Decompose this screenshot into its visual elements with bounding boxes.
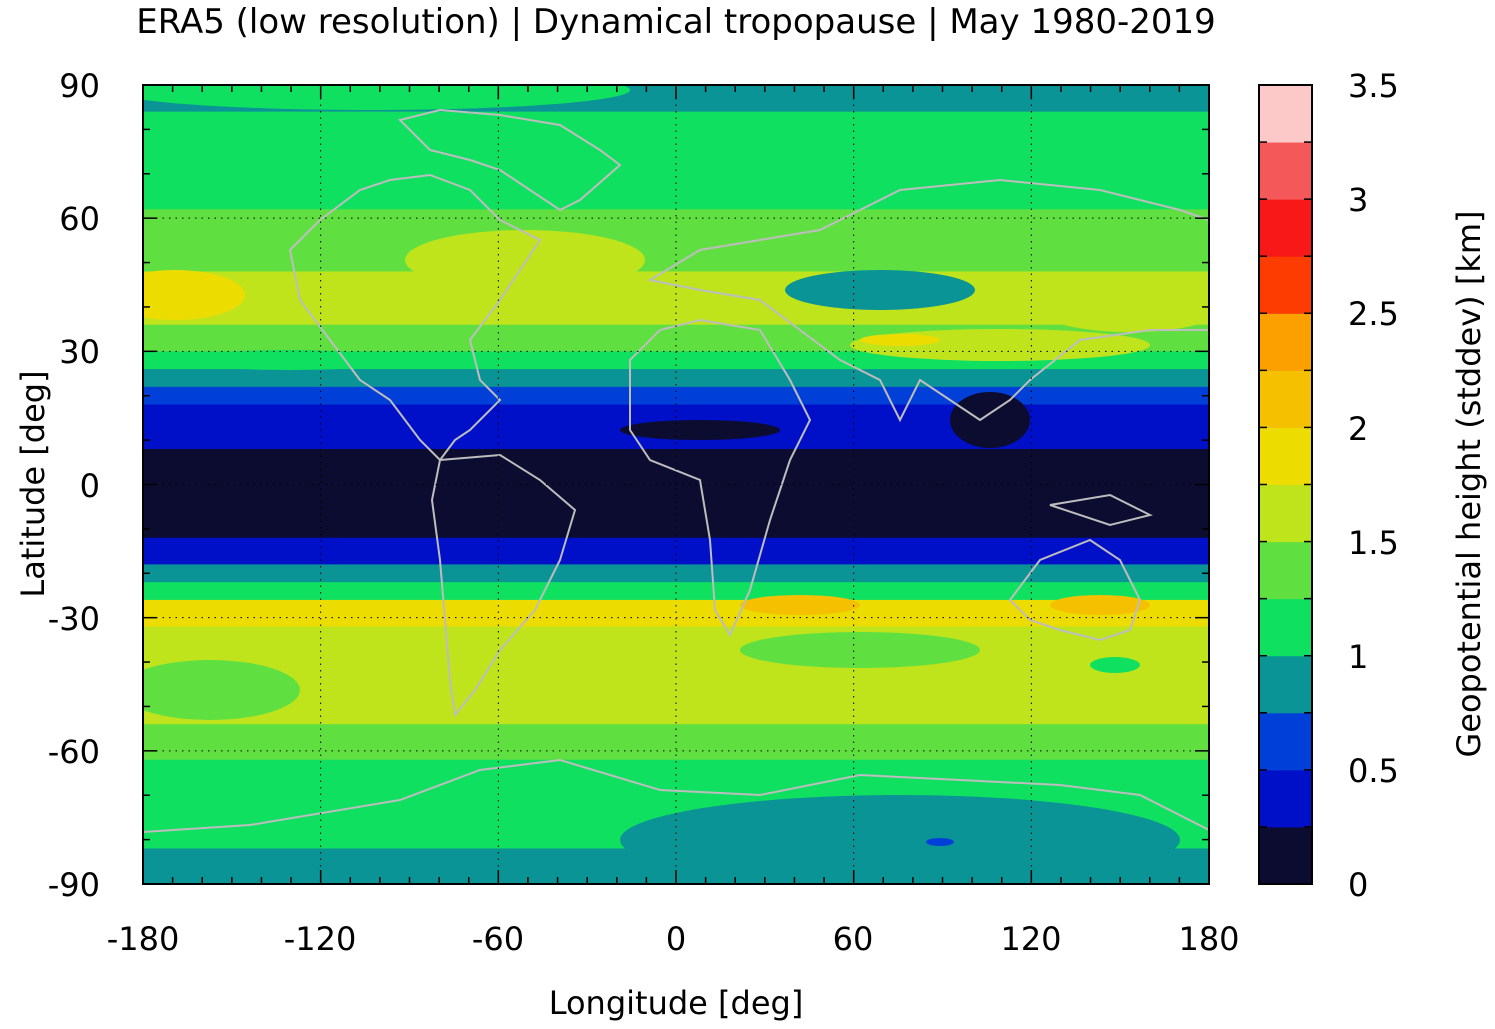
latitude-band — [143, 582, 1209, 601]
axis-ticks — [142, 84, 1210, 885]
latitude-band — [143, 209, 1209, 272]
bay-of-bengal-minimum — [950, 392, 1030, 448]
colorbar-cell — [1259, 142, 1312, 200]
sahel-minimum — [620, 420, 780, 440]
y-tick-label: -90 — [48, 866, 100, 904]
colorbar-ticks — [1259, 84, 1312, 885]
tibet-maximum — [860, 334, 940, 346]
colorbar-cell — [1259, 256, 1312, 314]
chart-title: ERA5 (low resolution) | Dynamical tropop… — [136, 2, 1216, 42]
y-tick-label: -60 — [48, 733, 100, 771]
north-west-pacific-jet — [1040, 288, 1209, 332]
x-tick-label: 120 — [1000, 920, 1061, 958]
colorbar-cell — [1259, 655, 1312, 714]
colorbar-cell — [1259, 370, 1312, 428]
colorbar: 0 0.5 1 1.5 2 2.5 3 3.5 Geopotential hei… — [1258, 67, 1488, 904]
y-tick-label: 60 — [59, 200, 100, 238]
colorbar-tick-label: 0 — [1348, 866, 1368, 904]
y-tick-label: -30 — [48, 600, 100, 638]
colorbar-tick-label: 0.5 — [1348, 752, 1399, 790]
latitude-band — [143, 759, 1209, 805]
antarctica-coast — [143, 758, 1209, 833]
x-tick-label: 180 — [1178, 920, 1239, 958]
x-tick-label: -180 — [107, 920, 180, 958]
antarctic-plateau — [620, 795, 1180, 884]
antarctic-minimum — [926, 838, 954, 846]
north-america-coast — [288, 173, 542, 462]
y-tick-label: 90 — [59, 67, 100, 105]
latitude-band — [143, 599, 1209, 628]
colorbar-cell — [1259, 769, 1312, 828]
australia-coast — [1008, 538, 1142, 642]
latitude-band — [143, 111, 1209, 175]
arctic-canada-region — [143, 85, 630, 110]
colorbar-tick-labels: 0 0.5 1 1.5 2 2.5 3 3.5 — [1348, 67, 1399, 904]
africa-coast — [629, 318, 812, 638]
greenland-coast — [398, 108, 622, 212]
tasman-minimum — [1090, 657, 1140, 673]
south-africa-maximum — [740, 595, 860, 615]
coastlines — [143, 108, 1209, 833]
colorbar-cell — [1259, 541, 1312, 600]
map-grid — [143, 85, 1209, 884]
latitude-band — [143, 653, 1209, 725]
x-tick-labels: -180 -120 -60 0 60 120 180 — [107, 920, 1240, 958]
australia-maximum — [1050, 595, 1150, 615]
y-axis-label: Latitude [deg] — [14, 370, 52, 597]
colorbar-cell — [1259, 427, 1312, 485]
colorbar-cell — [1259, 826, 1312, 885]
eurasia-coast — [647, 178, 1209, 423]
map-field — [143, 85, 1209, 884]
colorbar-tick-label: 3 — [1348, 181, 1368, 219]
x-axis-label: Longitude [deg] — [549, 984, 804, 1022]
latitude-band — [143, 626, 1209, 654]
colorbar-tick-label: 2 — [1348, 410, 1368, 448]
south-pacific-trough — [143, 660, 300, 720]
south-america-coast — [430, 453, 577, 718]
x-tick-label: -120 — [284, 920, 357, 958]
east-pacific-subtropics — [180, 350, 400, 370]
latitude-band — [143, 448, 1209, 539]
colorbar-cell — [1259, 712, 1312, 771]
colorbar-tick-label: 2.5 — [1348, 295, 1399, 333]
x-tick-label: 60 — [833, 920, 874, 958]
y-tick-labels: 90 60 30 0 -30 -60 -90 — [48, 67, 100, 904]
central-asia-minimum — [785, 270, 975, 310]
north-atlantic-plateau — [405, 230, 645, 290]
maritime-continent-coast — [1049, 493, 1153, 527]
colorbar-tick-label: 1.5 — [1348, 524, 1399, 562]
colorbar-cell — [1259, 85, 1312, 143]
colorbar-cell — [1259, 598, 1312, 657]
colorbar-tick-label: 3.5 — [1348, 67, 1399, 105]
colorbar-cell — [1259, 199, 1312, 257]
latitude-band — [143, 173, 1209, 210]
x-tick-label: 0 — [666, 920, 686, 958]
colorbar-tick-label: 1 — [1348, 638, 1368, 676]
colorbar-cell — [1259, 313, 1312, 371]
y-tick-label: 0 — [80, 467, 100, 505]
north-pacific-maximum — [143, 270, 245, 320]
colorbar-cell — [1259, 484, 1312, 543]
y-tick-label: 30 — [59, 333, 100, 371]
colorbar-label: Geopotential height (stddev) [km] — [1450, 210, 1488, 757]
x-tick-label: -60 — [472, 920, 524, 958]
colorbar-cells — [1259, 85, 1312, 885]
latitude-band — [143, 386, 1209, 406]
field-features — [143, 85, 1209, 884]
south-indian-trough — [740, 632, 980, 668]
